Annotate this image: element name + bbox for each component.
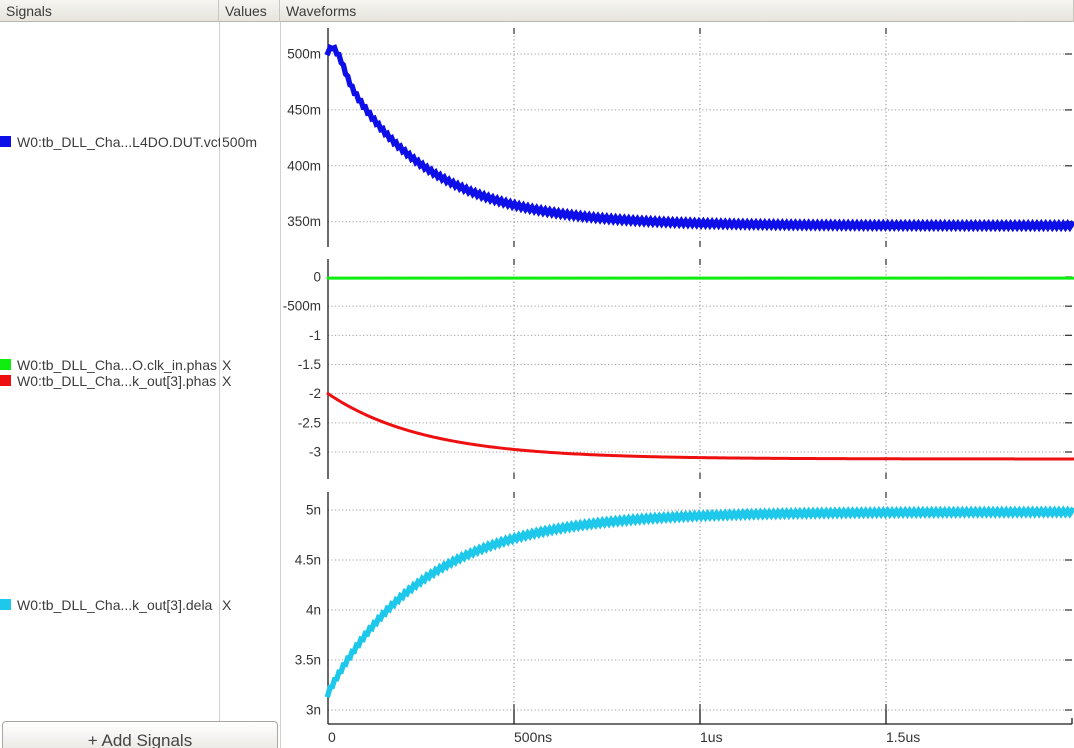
svg-text:0: 0	[313, 270, 321, 285]
svg-text:-1.5: -1.5	[298, 357, 321, 372]
svg-text:0: 0	[328, 729, 336, 745]
svg-text:-2: -2	[309, 386, 321, 401]
svg-text:500ns: 500ns	[514, 729, 552, 745]
svg-text:400m: 400m	[287, 158, 321, 173]
svg-text:1.5us: 1.5us	[886, 729, 920, 745]
svg-text:3.5n: 3.5n	[295, 653, 321, 668]
svg-text:3n: 3n	[306, 703, 321, 718]
svg-text:500m: 500m	[287, 47, 321, 62]
svg-text:-500m: -500m	[283, 299, 321, 314]
svg-text:-2.5: -2.5	[298, 415, 321, 430]
svg-text:1us: 1us	[700, 729, 723, 745]
svg-text:350m: 350m	[287, 214, 321, 229]
svg-text:450m: 450m	[287, 102, 321, 117]
svg-text:-3: -3	[309, 444, 321, 459]
svg-text:4n: 4n	[306, 603, 321, 618]
svg-text:4.5n: 4.5n	[295, 553, 321, 568]
svg-text:-1: -1	[309, 328, 321, 343]
svg-text:5n: 5n	[306, 503, 321, 518]
